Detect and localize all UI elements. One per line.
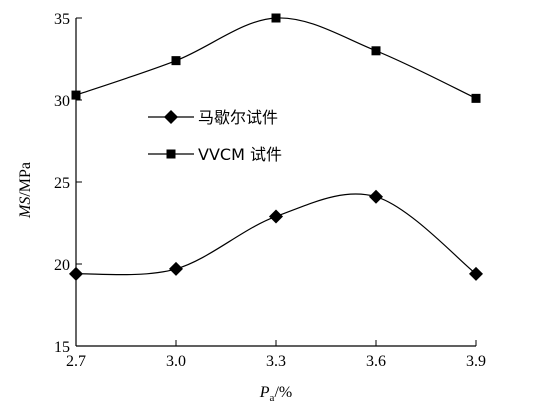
legend-item: VVCM 试件 [148, 145, 282, 164]
diamond-point [269, 209, 283, 224]
x-tick-label: 3.3 [266, 353, 286, 370]
x-tick-label: 2.7 [66, 353, 86, 370]
legend-label: VVCM 试件 [198, 145, 282, 164]
series-1 [69, 189, 483, 281]
square-point [71, 90, 81, 100]
series-2 [71, 13, 481, 103]
legend: 马歇尔试件 VVCM 试件 [148, 108, 282, 164]
y-tick-label: 25 [54, 175, 70, 192]
legend-label: 马歇尔试件 [198, 108, 278, 127]
x-tick-label: 3.6 [366, 353, 386, 370]
y-tick-label: 20 [54, 257, 70, 274]
y-tick-label: 15 [54, 339, 70, 356]
series-line [75, 17, 477, 99]
square-point [371, 46, 381, 56]
x-tick-label: 3.0 [166, 353, 186, 370]
legend-square-marker [166, 149, 176, 159]
diamond-point [469, 266, 483, 281]
diamond-point [369, 189, 383, 204]
square-point [471, 93, 481, 103]
series-line [75, 193, 477, 276]
diamond-point [69, 266, 83, 281]
legend-diamond-marker [164, 110, 178, 124]
square-point [171, 56, 181, 66]
y-tick-label: 30 [54, 93, 70, 110]
axes: 15 20 25 30 35 2.7 3.0 3.3 3.6 3.9 [54, 11, 486, 370]
diamond-point [169, 261, 183, 276]
square-point [271, 13, 281, 23]
x-axis-title: Pa/% [259, 384, 292, 404]
series-layer [69, 13, 483, 281]
y-axis-title: MS/MPa [17, 162, 34, 219]
legend-item: 马歇尔试件 [148, 108, 278, 127]
y-tick-label: 35 [54, 11, 70, 28]
x-tick-label: 3.9 [466, 353, 486, 370]
